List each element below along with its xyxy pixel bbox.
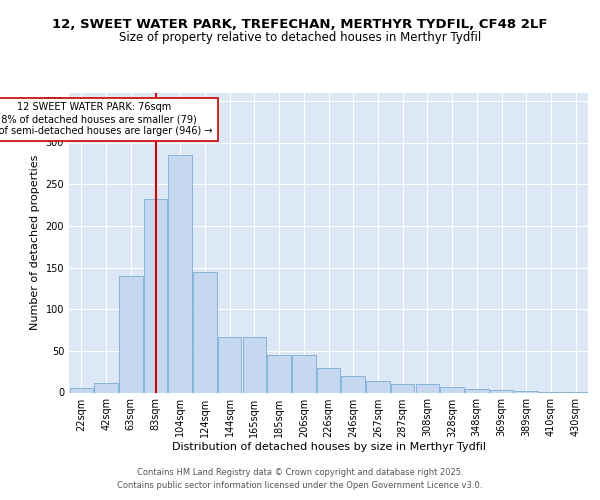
- X-axis label: Distribution of detached houses by size in Merthyr Tydfil: Distribution of detached houses by size …: [172, 442, 485, 452]
- Text: 12, SWEET WATER PARK, TREFECHAN, MERTHYR TYDFIL, CF48 2LF: 12, SWEET WATER PARK, TREFECHAN, MERTHYR…: [52, 18, 548, 30]
- Bar: [490, 390, 513, 392]
- Text: Contains HM Land Registry data © Crown copyright and database right 2025.: Contains HM Land Registry data © Crown c…: [137, 468, 463, 477]
- Bar: [218, 336, 241, 392]
- Bar: [440, 386, 464, 392]
- Bar: [144, 199, 167, 392]
- Bar: [242, 336, 266, 392]
- Bar: [514, 391, 538, 392]
- Bar: [119, 276, 143, 392]
- Bar: [70, 388, 93, 392]
- Y-axis label: Number of detached properties: Number of detached properties: [30, 155, 40, 330]
- Bar: [341, 376, 365, 392]
- Bar: [391, 384, 415, 392]
- Bar: [366, 381, 389, 392]
- Text: 12 SWEET WATER PARK: 76sqm
← 8% of detached houses are smaller (79)
92% of semi-: 12 SWEET WATER PARK: 76sqm ← 8% of detac…: [0, 102, 213, 136]
- Bar: [317, 368, 340, 392]
- Text: Contains public sector information licensed under the Open Government Licence v3: Contains public sector information licen…: [118, 480, 482, 490]
- Bar: [169, 155, 192, 392]
- Bar: [268, 355, 291, 393]
- Bar: [292, 355, 316, 393]
- Bar: [94, 384, 118, 392]
- Bar: [193, 272, 217, 392]
- Text: Size of property relative to detached houses in Merthyr Tydfil: Size of property relative to detached ho…: [119, 31, 481, 44]
- Bar: [465, 389, 488, 392]
- Bar: [416, 384, 439, 392]
